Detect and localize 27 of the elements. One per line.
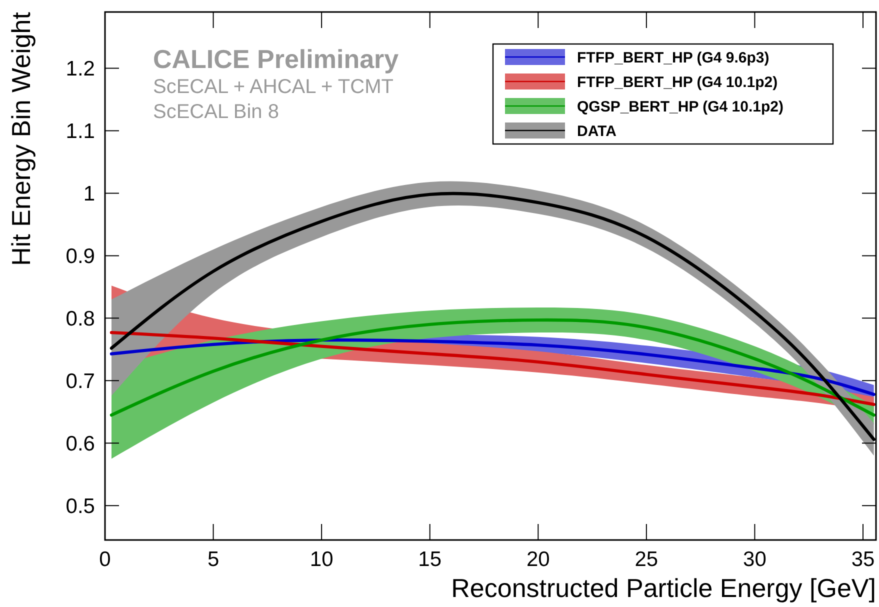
legend-label: QGSP_BERT_HP (G4 10.1p2) xyxy=(577,98,784,116)
y-tick-label: 0.8 xyxy=(66,308,95,331)
y-tick-label: 0.9 xyxy=(66,245,95,268)
legend-label: FTFP_BERT_HP (G4 9.6p3) xyxy=(577,49,770,66)
x-tick-label: 0 xyxy=(99,548,111,571)
y-tick-label: 1.2 xyxy=(66,58,95,81)
legend-label: DATA xyxy=(577,122,617,140)
legend-label: FTFP_BERT_HP (G4 10.1p2) xyxy=(577,74,778,91)
annotation: ScECAL + AHCAL + TCMT xyxy=(153,76,394,98)
x-tick-label: 10 xyxy=(310,548,334,571)
x-tick-label: 5 xyxy=(207,548,220,571)
x-tick-label: 25 xyxy=(634,548,658,571)
annotation: ScECAL Bin 8 xyxy=(153,101,279,123)
y-tick-label: 0.5 xyxy=(66,494,95,518)
line-series xyxy=(110,338,876,396)
annotation: CALICE Preliminary xyxy=(153,44,400,74)
x-tick-label: 20 xyxy=(526,548,550,571)
y-tick-label: 0.6 xyxy=(66,432,95,456)
y-tick-label: 1 xyxy=(83,182,95,206)
line-series xyxy=(110,318,876,417)
y-tick-label: 1.1 xyxy=(66,120,95,144)
x-axis-title: Reconstructed Particle Energy [GeV] xyxy=(451,573,876,603)
x-tick-label: 35 xyxy=(851,548,875,571)
y-axis-title: Hit Energy Bin Weight xyxy=(6,11,36,266)
x-tick-label: 30 xyxy=(743,548,766,571)
y-tick-label: 0.7 xyxy=(66,370,95,394)
x-tick-label: 15 xyxy=(418,548,442,571)
